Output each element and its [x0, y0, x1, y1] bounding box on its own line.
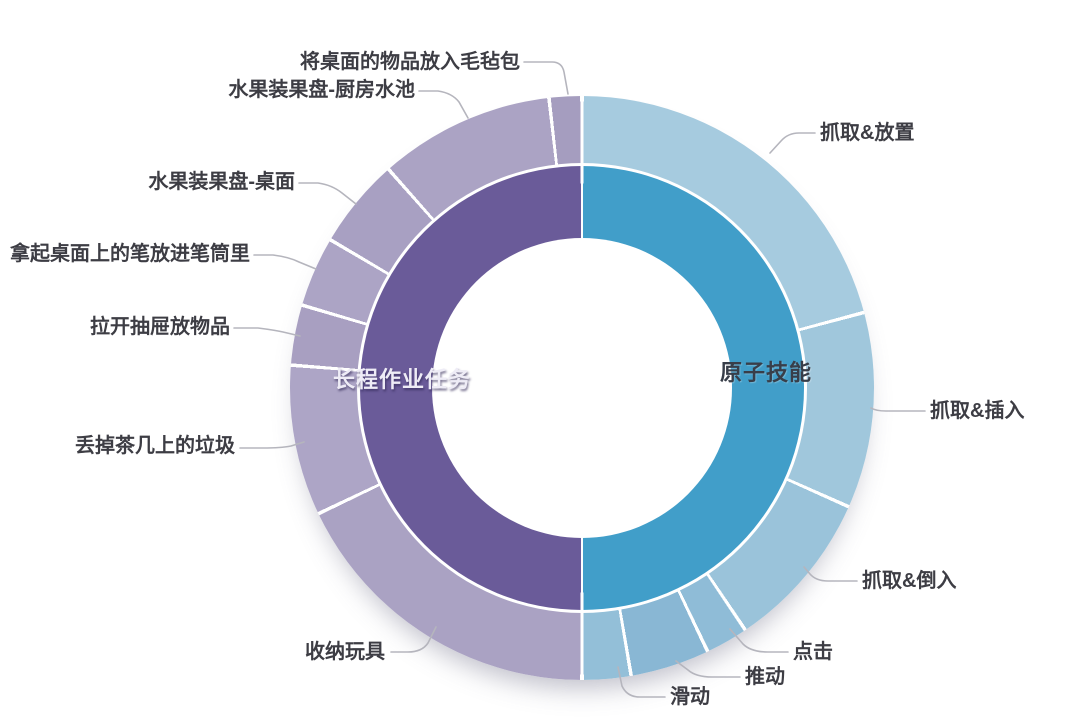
- label-felt-bag: 将桌面的物品放入毛毡包: [300, 51, 520, 73]
- label-drawer: 拉开抽屉放物品: [90, 316, 230, 338]
- leader-push: [675, 660, 741, 678]
- leader-fruit-desktop: [298, 182, 357, 205]
- leader-grasp-insert: [870, 407, 926, 412]
- leader-drawer: [233, 327, 301, 337]
- label-long-horizon-tasks: 长程作业任务: [332, 366, 472, 392]
- label-fruit-desktop: 水果装果盘-桌面: [148, 171, 295, 193]
- label-trash: 丢掉茶几上的垃圾: [75, 435, 235, 457]
- leader-grasp-pour: [803, 566, 858, 582]
- donut-hole: [432, 238, 732, 538]
- label-click: 点击: [793, 641, 833, 663]
- leader-grasp-place: [769, 132, 816, 154]
- label-grasp-pour: 抓取&倒入: [862, 570, 957, 592]
- label-atomic-skills: 原子技能: [719, 359, 813, 385]
- leader-felt-bag: [523, 61, 569, 95]
- label-slide: 滑动: [670, 686, 710, 708]
- label-push: 推动: [745, 666, 785, 688]
- leader-fruit-sink: [418, 90, 469, 119]
- label-store-toys: 收纳玩具: [305, 641, 385, 663]
- leader-pen-holder: [253, 254, 317, 270]
- label-pen-holder: 拿起桌面上的笔放进笔筒里: [10, 243, 250, 265]
- label-fruit-sink: 水果装果盘-厨房水池: [228, 79, 415, 101]
- label-grasp-place: 抓取&放置: [820, 122, 915, 144]
- label-grasp-insert: 抓取&插入: [930, 400, 1025, 422]
